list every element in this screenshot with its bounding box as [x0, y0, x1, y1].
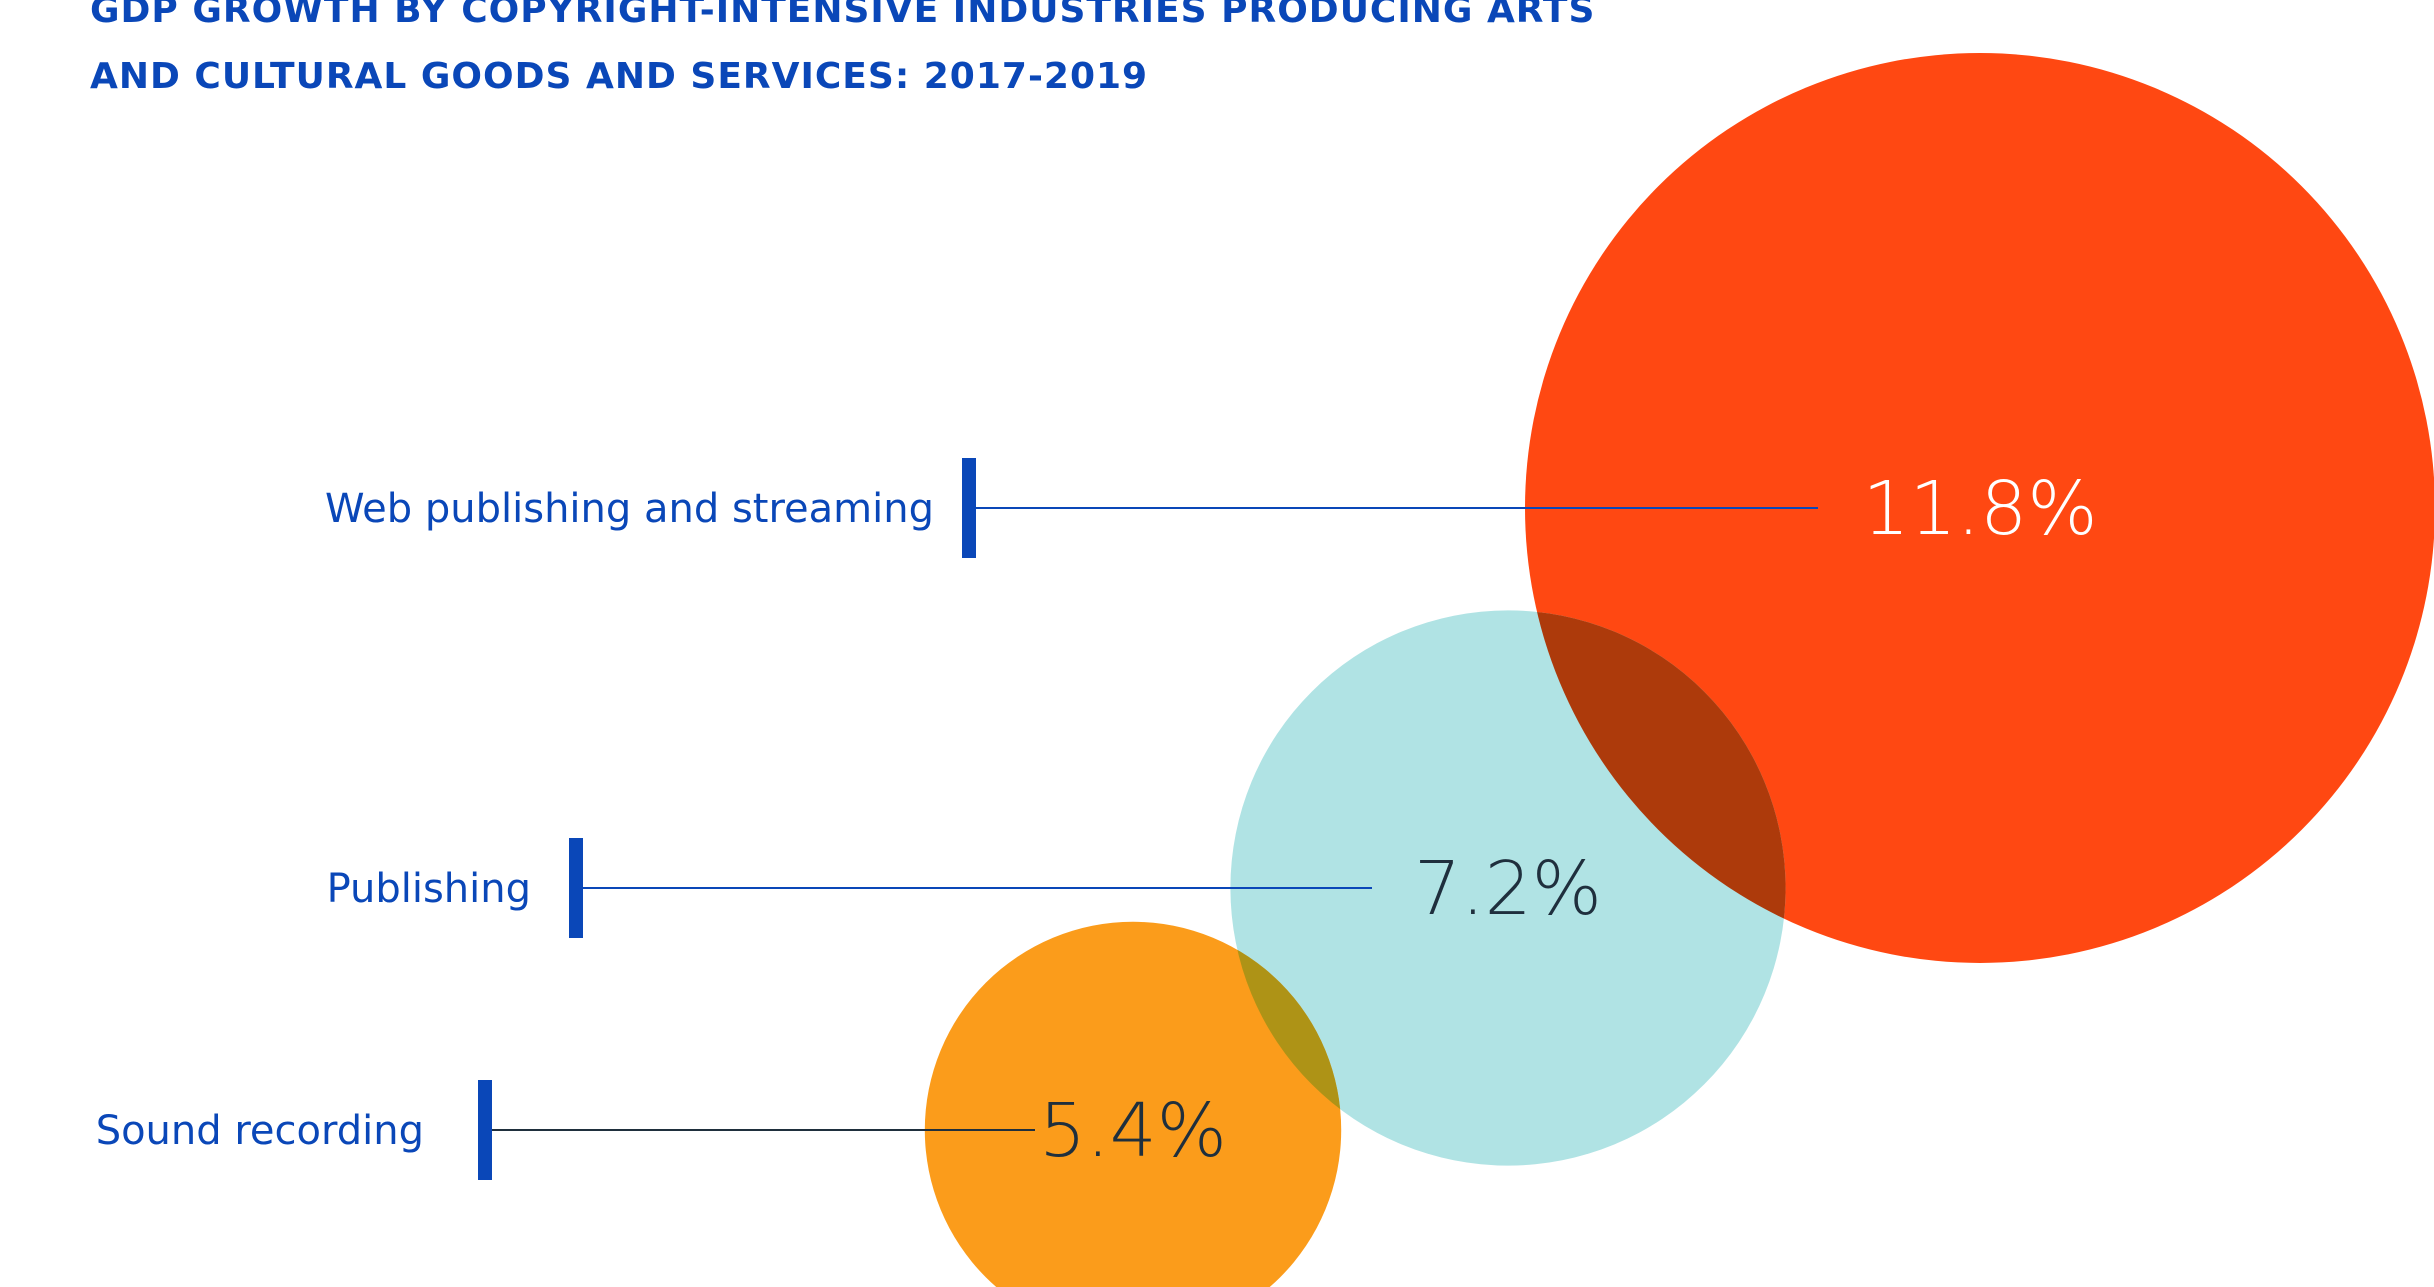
labels-layer: Web publishing and streaming 11.8% Publish… — [96, 466, 2098, 1174]
category-label-2: Sound recording — [96, 1108, 424, 1154]
leader-lines-layer — [478, 458, 1818, 1180]
tick-bar-2 — [478, 1080, 492, 1180]
value-label-1: 7.2% — [1414, 846, 1602, 932]
bubble-2 — [924, 921, 1342, 1287]
tick-bar-1 — [569, 838, 583, 938]
bubble-overlap-0 — [1525, 610, 1786, 963]
bubbles-layer — [924, 53, 2434, 1287]
chart-title: GDP GROWTH BY COPYRIGHT-INTENSIVE INDUST… — [90, 0, 1595, 110]
value-label-0: 11.8% — [1862, 466, 2097, 552]
chart-title-line-1: GDP GROWTH BY COPYRIGHT-INTENSIVE INDUST… — [90, 0, 1596, 31]
category-label-1: Publishing — [327, 866, 531, 912]
category-label-0: Web publishing and streaming — [325, 486, 934, 532]
chart-title-line-2: AND CULTURAL GOODS AND SERVICES: 2017-20… — [90, 56, 1149, 97]
bubble-0 — [1525, 53, 2434, 963]
tick-bar-0 — [962, 458, 976, 558]
value-label-2: 5.4% — [1039, 1088, 1227, 1174]
